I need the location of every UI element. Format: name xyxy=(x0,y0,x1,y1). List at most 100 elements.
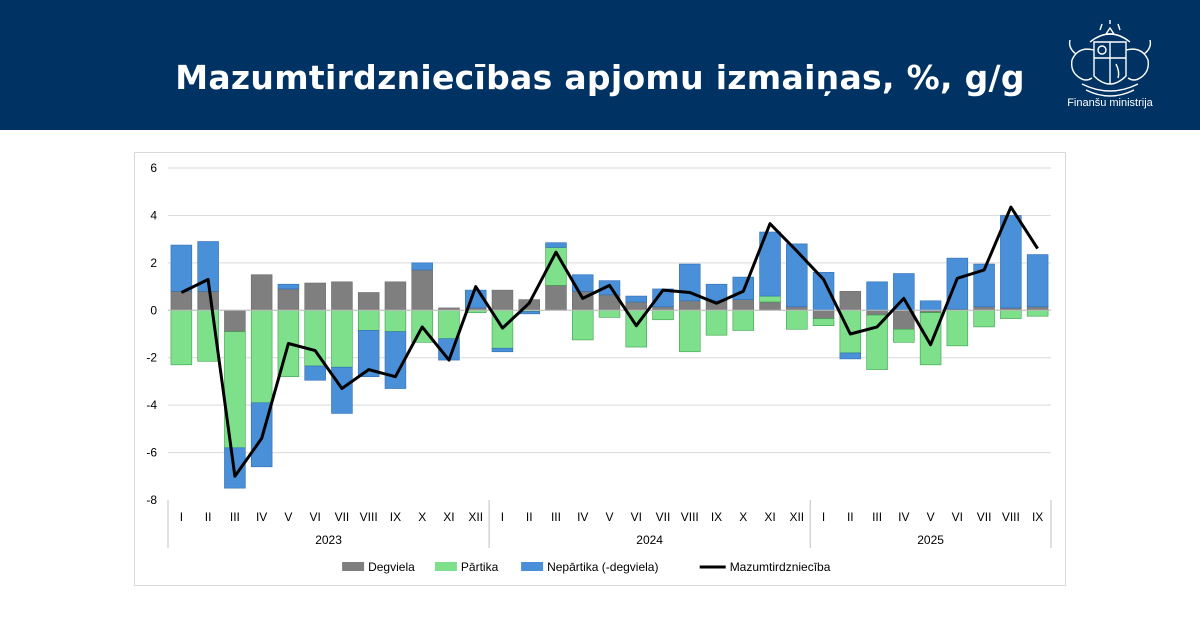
bar-nep-rtika-degviela- xyxy=(170,244,193,292)
bar-p-rtika xyxy=(598,309,621,318)
x-tick-label: VII xyxy=(335,510,350,524)
bar-degviela xyxy=(224,309,246,332)
bar-nep-rtika-degviela- xyxy=(411,262,433,271)
page-title: Mazumtirdzniecības apjomu izmaiņas, %, g… xyxy=(175,58,1025,97)
bar-degviela xyxy=(1026,306,1049,311)
bar-degviela xyxy=(491,289,514,311)
bar-p-rtika xyxy=(1000,309,1022,319)
bar-degviela xyxy=(759,301,781,311)
bar-nep-rtika-degviela- xyxy=(946,257,969,310)
x-tick-label: II xyxy=(205,510,212,524)
bar-nep-rtika-degviela- xyxy=(277,283,300,290)
bar-p-rtika xyxy=(679,309,701,353)
bar-nep-rtika-degviela- xyxy=(839,352,862,360)
bar-p-rtika xyxy=(866,314,888,370)
bar-p-rtika xyxy=(893,328,915,343)
y-tick-label: -6 xyxy=(146,446,157,460)
bar-nep-rtika-degviela- xyxy=(1026,254,1049,308)
legend-label: Nepārtika (-degviela) xyxy=(547,560,658,574)
bar-nep-rtika-degviela- xyxy=(304,365,326,381)
y-tick-label: 4 xyxy=(150,208,157,222)
x-tick-label: X xyxy=(418,510,426,524)
x-tick-label: IX xyxy=(1032,510,1043,524)
legend-swatch xyxy=(342,562,365,571)
y-tick-label: -2 xyxy=(146,351,157,365)
legend-swatch xyxy=(521,562,544,571)
bar-degviela xyxy=(812,309,835,319)
x-tick-label: V xyxy=(605,510,613,524)
bar-nep-rtika-degviela- xyxy=(973,263,995,308)
bar-nep-rtika-degviela- xyxy=(331,366,353,414)
y-tick-label: -4 xyxy=(146,398,157,412)
y-tick-label: -8 xyxy=(146,493,157,507)
bar-degviela xyxy=(866,309,888,316)
bar-p-rtika xyxy=(652,309,674,321)
bar-p-rtika xyxy=(384,309,407,332)
x-tick-label: IV xyxy=(256,510,267,524)
x-tick-label: I xyxy=(180,510,183,524)
bar-p-rtika xyxy=(973,309,995,328)
legend-label: Mazumtirdzniecība xyxy=(730,560,831,574)
bar-nep-rtika-degviela- xyxy=(866,281,888,311)
bar-degviela xyxy=(197,291,219,311)
bar-nep-rtika-degviela- xyxy=(919,300,942,311)
x-tick-label: II xyxy=(847,510,854,524)
bar-nep-rtika-degviela- xyxy=(545,242,567,248)
x-tick-label: XII xyxy=(468,510,483,524)
x-tick-label: VI xyxy=(309,510,320,524)
x-tick-label: VIII xyxy=(1002,510,1020,524)
legend-label: Degviela xyxy=(368,560,415,574)
x-tick-label: XII xyxy=(789,510,804,524)
x-tick-label: V xyxy=(927,510,935,524)
bar-degviela xyxy=(411,269,433,311)
bar-p-rtika xyxy=(1026,309,1049,317)
bar-p-rtika xyxy=(250,309,273,404)
bar-degviela xyxy=(679,300,701,311)
x-tick-label: III xyxy=(872,510,882,524)
bar-nep-rtika-degviela- xyxy=(1000,215,1022,309)
bar-p-rtika xyxy=(919,312,942,366)
x-tick-label: I xyxy=(822,510,825,524)
x-tick-label: I xyxy=(501,510,504,524)
bar-degviela xyxy=(304,282,326,311)
x-tick-label: IX xyxy=(711,510,722,524)
bar-degviela xyxy=(250,274,273,311)
bar-p-rtika xyxy=(438,309,460,340)
x-tick-label: XI xyxy=(764,510,775,524)
x-tick-label: III xyxy=(551,510,561,524)
bar-degviela xyxy=(331,281,353,311)
bar-nep-rtika-degviela- xyxy=(197,241,219,292)
bar-degviela xyxy=(170,291,193,311)
org-name: Finanšu ministrija xyxy=(1067,97,1153,109)
bar-p-rtika xyxy=(331,309,353,368)
x-tick-label: XI xyxy=(443,510,454,524)
bar-degviela xyxy=(973,306,995,311)
bar-p-rtika xyxy=(170,309,193,366)
bar-p-rtika xyxy=(946,309,969,347)
bar-p-rtika xyxy=(304,309,326,367)
bar-degviela xyxy=(652,306,674,311)
legend-label: Pārtika xyxy=(461,560,499,574)
bar-degviela xyxy=(625,301,647,311)
y-tick-label: 2 xyxy=(150,256,157,270)
bar-nep-rtika-degviela- xyxy=(357,330,380,377)
header-banner: Mazumtirdzniecības apjomu izmaiņas, %, g… xyxy=(0,0,1200,130)
line-mazumtirdznieciba xyxy=(180,205,1039,478)
bar-nep-rtika-degviela- xyxy=(786,243,808,308)
x-tick-label: X xyxy=(739,510,747,524)
bar-p-rtika xyxy=(357,309,380,331)
bar-degviela xyxy=(357,292,380,311)
bar-degviela xyxy=(839,291,862,311)
coat-of-arms-icon xyxy=(1068,20,1152,97)
bar-nep-rtika-degviela- xyxy=(491,347,514,353)
bar-nep-rtika-degviela- xyxy=(625,295,647,303)
year-label: 2024 xyxy=(636,533,663,547)
bar-degviela xyxy=(786,306,808,311)
bar-nep-rtika-degviela- xyxy=(705,283,728,302)
bar-degviela xyxy=(732,299,755,311)
y-tick-label: 6 xyxy=(150,161,157,175)
bar-p-rtika xyxy=(786,309,808,330)
bar-degviela xyxy=(545,285,567,311)
x-tick-label: VII xyxy=(656,510,671,524)
